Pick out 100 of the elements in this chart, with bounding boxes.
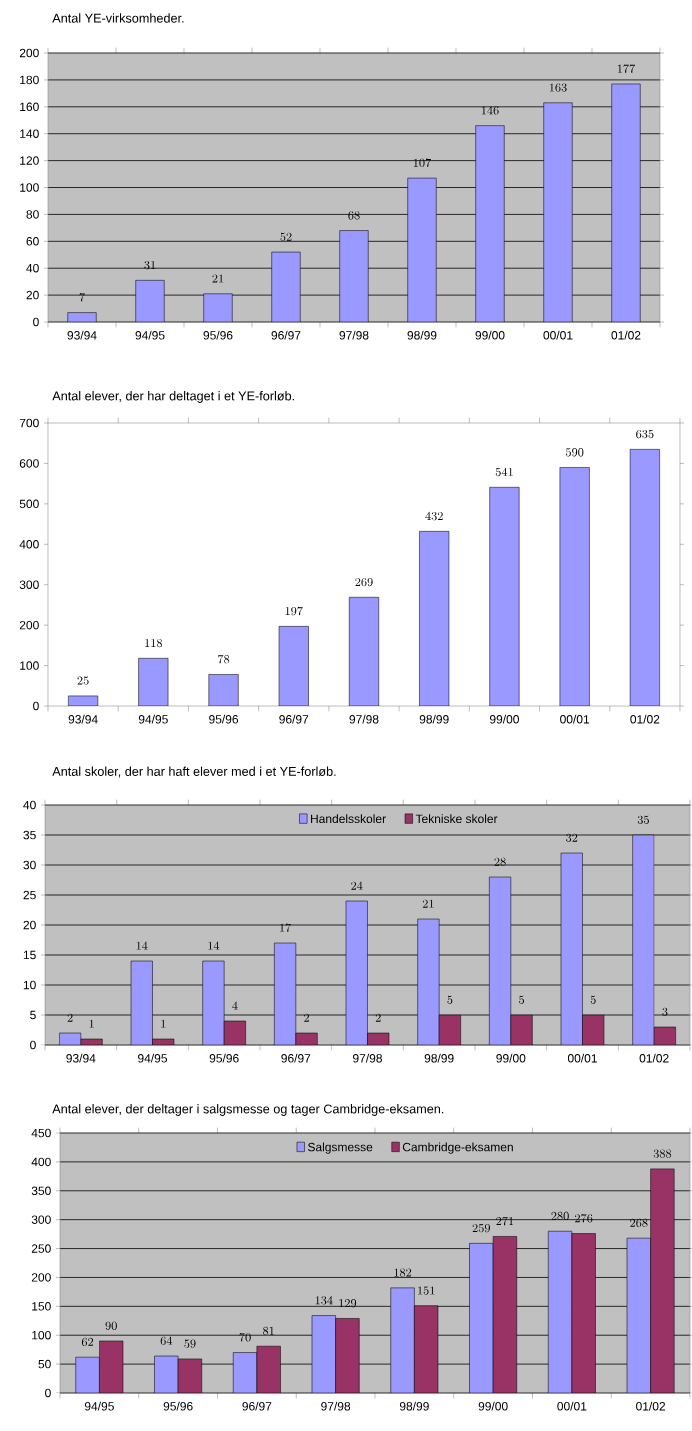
y-tick-label: 40 <box>23 800 36 810</box>
y-tick-label: 300 <box>19 580 39 589</box>
y-tick-label: 35 <box>23 830 36 840</box>
x-tick-label: 96/97 <box>281 1053 311 1063</box>
y-tick-label: 700 <box>19 418 39 428</box>
x-tick-label: 98/99 <box>424 1053 454 1063</box>
y-tick-label: 450 <box>31 1128 51 1138</box>
bar <box>571 1233 596 1393</box>
chart-title: Antal elever, der deltager i salgsmesse og tager Cambridge-eksamen. <box>52 1104 444 1116</box>
bar <box>138 658 169 706</box>
x-tick-label: 98/99 <box>419 714 449 724</box>
y-tick-label: 160 <box>20 102 39 112</box>
data-label: 14 <box>136 941 148 950</box>
data-label: 269 <box>355 577 373 587</box>
bar <box>335 1318 360 1393</box>
x-tick-label: 97/98 <box>339 330 369 340</box>
y-tick-label: 100 <box>32 1330 51 1340</box>
data-label: 17 <box>280 923 292 932</box>
x-tick-label: 97/98 <box>321 1401 351 1411</box>
bar <box>348 596 380 706</box>
x-tick-label: 97/98 <box>349 714 379 724</box>
data-label: 635 <box>636 429 654 439</box>
data-label: 25 <box>77 676 89 685</box>
y-tick-label: 200 <box>19 48 39 58</box>
bar <box>650 1168 675 1393</box>
bar <box>256 1345 281 1393</box>
data-label: 35 <box>637 815 649 824</box>
y-tick-label: 0 <box>33 701 39 711</box>
data-label: 118 <box>145 638 163 648</box>
data-label: 541 <box>495 467 513 477</box>
x-tick-label: 95/96 <box>209 714 239 724</box>
y-tick-label: 200 <box>19 620 39 630</box>
data-label: 59 <box>184 1339 196 1348</box>
y-tick-label: 10 <box>23 980 36 990</box>
data-label: 32 <box>566 833 578 842</box>
y-tick-label: 500 <box>19 499 39 509</box>
data-label: 163 <box>549 83 567 92</box>
y-tick-label: 150 <box>32 1302 51 1311</box>
y-tick-label: 80 <box>26 210 39 219</box>
y-tick-label: 180 <box>20 75 39 85</box>
data-label: 2 <box>67 1013 73 1022</box>
data-label: 21 <box>212 274 224 283</box>
y-tick-label: 0 <box>45 1388 51 1398</box>
bar <box>99 1340 124 1393</box>
x-tick-label: 01/02 <box>611 330 641 340</box>
y-tick-label: 140 <box>20 129 39 138</box>
x-tick-label: 94/95 <box>138 714 168 724</box>
legend-label: Salgsmesse <box>308 1142 373 1154</box>
data-label: 177 <box>617 64 636 73</box>
x-tick-label: 01/02 <box>630 714 660 724</box>
data-label: 64 <box>160 1336 173 1345</box>
y-tick-label: 0 <box>30 1040 36 1050</box>
legend-label: Cambridge-eksamen <box>402 1142 513 1154</box>
bar <box>559 467 590 706</box>
data-label: 2 <box>304 1013 310 1022</box>
y-tick-label: 30 <box>23 860 36 870</box>
data-label: 146 <box>481 106 499 115</box>
data-label: 280 <box>551 1211 569 1221</box>
x-tick-label: 01/02 <box>636 1401 666 1411</box>
y-tick-label: 400 <box>31 1157 51 1167</box>
data-label: 388 <box>653 1149 672 1158</box>
x-tick-label: 00/01 <box>543 330 573 340</box>
x-tick-label: 95/96 <box>209 1053 239 1063</box>
data-label: 81 <box>263 1326 274 1336</box>
data-label: 52 <box>280 232 292 241</box>
data-label: 107 <box>413 158 432 167</box>
x-tick-label: 94/95 <box>84 1401 114 1411</box>
x-tick-label: 93/94 <box>66 1053 96 1063</box>
x-tick-label: 00/01 <box>567 1053 597 1063</box>
y-tick-label: 5 <box>30 1010 36 1020</box>
data-label: 1 <box>161 1019 166 1028</box>
chart-title: Antal YE-virksomheder. <box>52 13 184 23</box>
y-tick-label: 60 <box>26 237 39 246</box>
y-tick-label: 350 <box>31 1186 51 1196</box>
x-tick-label: 96/97 <box>271 330 301 340</box>
x-tick-label: 96/97 <box>242 1401 272 1411</box>
chart-title: Antal elever, der har deltaget i et YE-forløb. <box>52 391 294 403</box>
data-label: 24 <box>351 881 363 890</box>
x-tick-label: 99/00 <box>475 330 505 340</box>
bar <box>278 626 309 706</box>
y-tick-label: 40 <box>26 263 39 273</box>
data-label: 2 <box>375 1013 381 1022</box>
data-label: 590 <box>566 448 584 457</box>
bar <box>510 1014 533 1046</box>
x-tick-label: 98/99 <box>399 1401 429 1411</box>
bar <box>67 312 97 323</box>
data-label: 7 <box>79 293 85 302</box>
data-label: 5 <box>447 995 453 1004</box>
y-tick-label: 20 <box>26 290 39 300</box>
y-tick-label: 100 <box>20 661 39 670</box>
y-tick-label: 20 <box>23 920 36 930</box>
data-label: 31 <box>144 260 156 270</box>
data-label: 14 <box>208 941 220 950</box>
bar <box>629 449 660 706</box>
chart-title: Antal skoler, der har haft elever med i et YE-forløb. <box>52 766 336 778</box>
bar <box>414 1305 439 1393</box>
data-label: 5 <box>519 995 525 1004</box>
data-label: 134 <box>315 1296 333 1305</box>
x-tick-label: 97/98 <box>353 1053 382 1063</box>
x-tick-label: 99/00 <box>478 1401 508 1411</box>
